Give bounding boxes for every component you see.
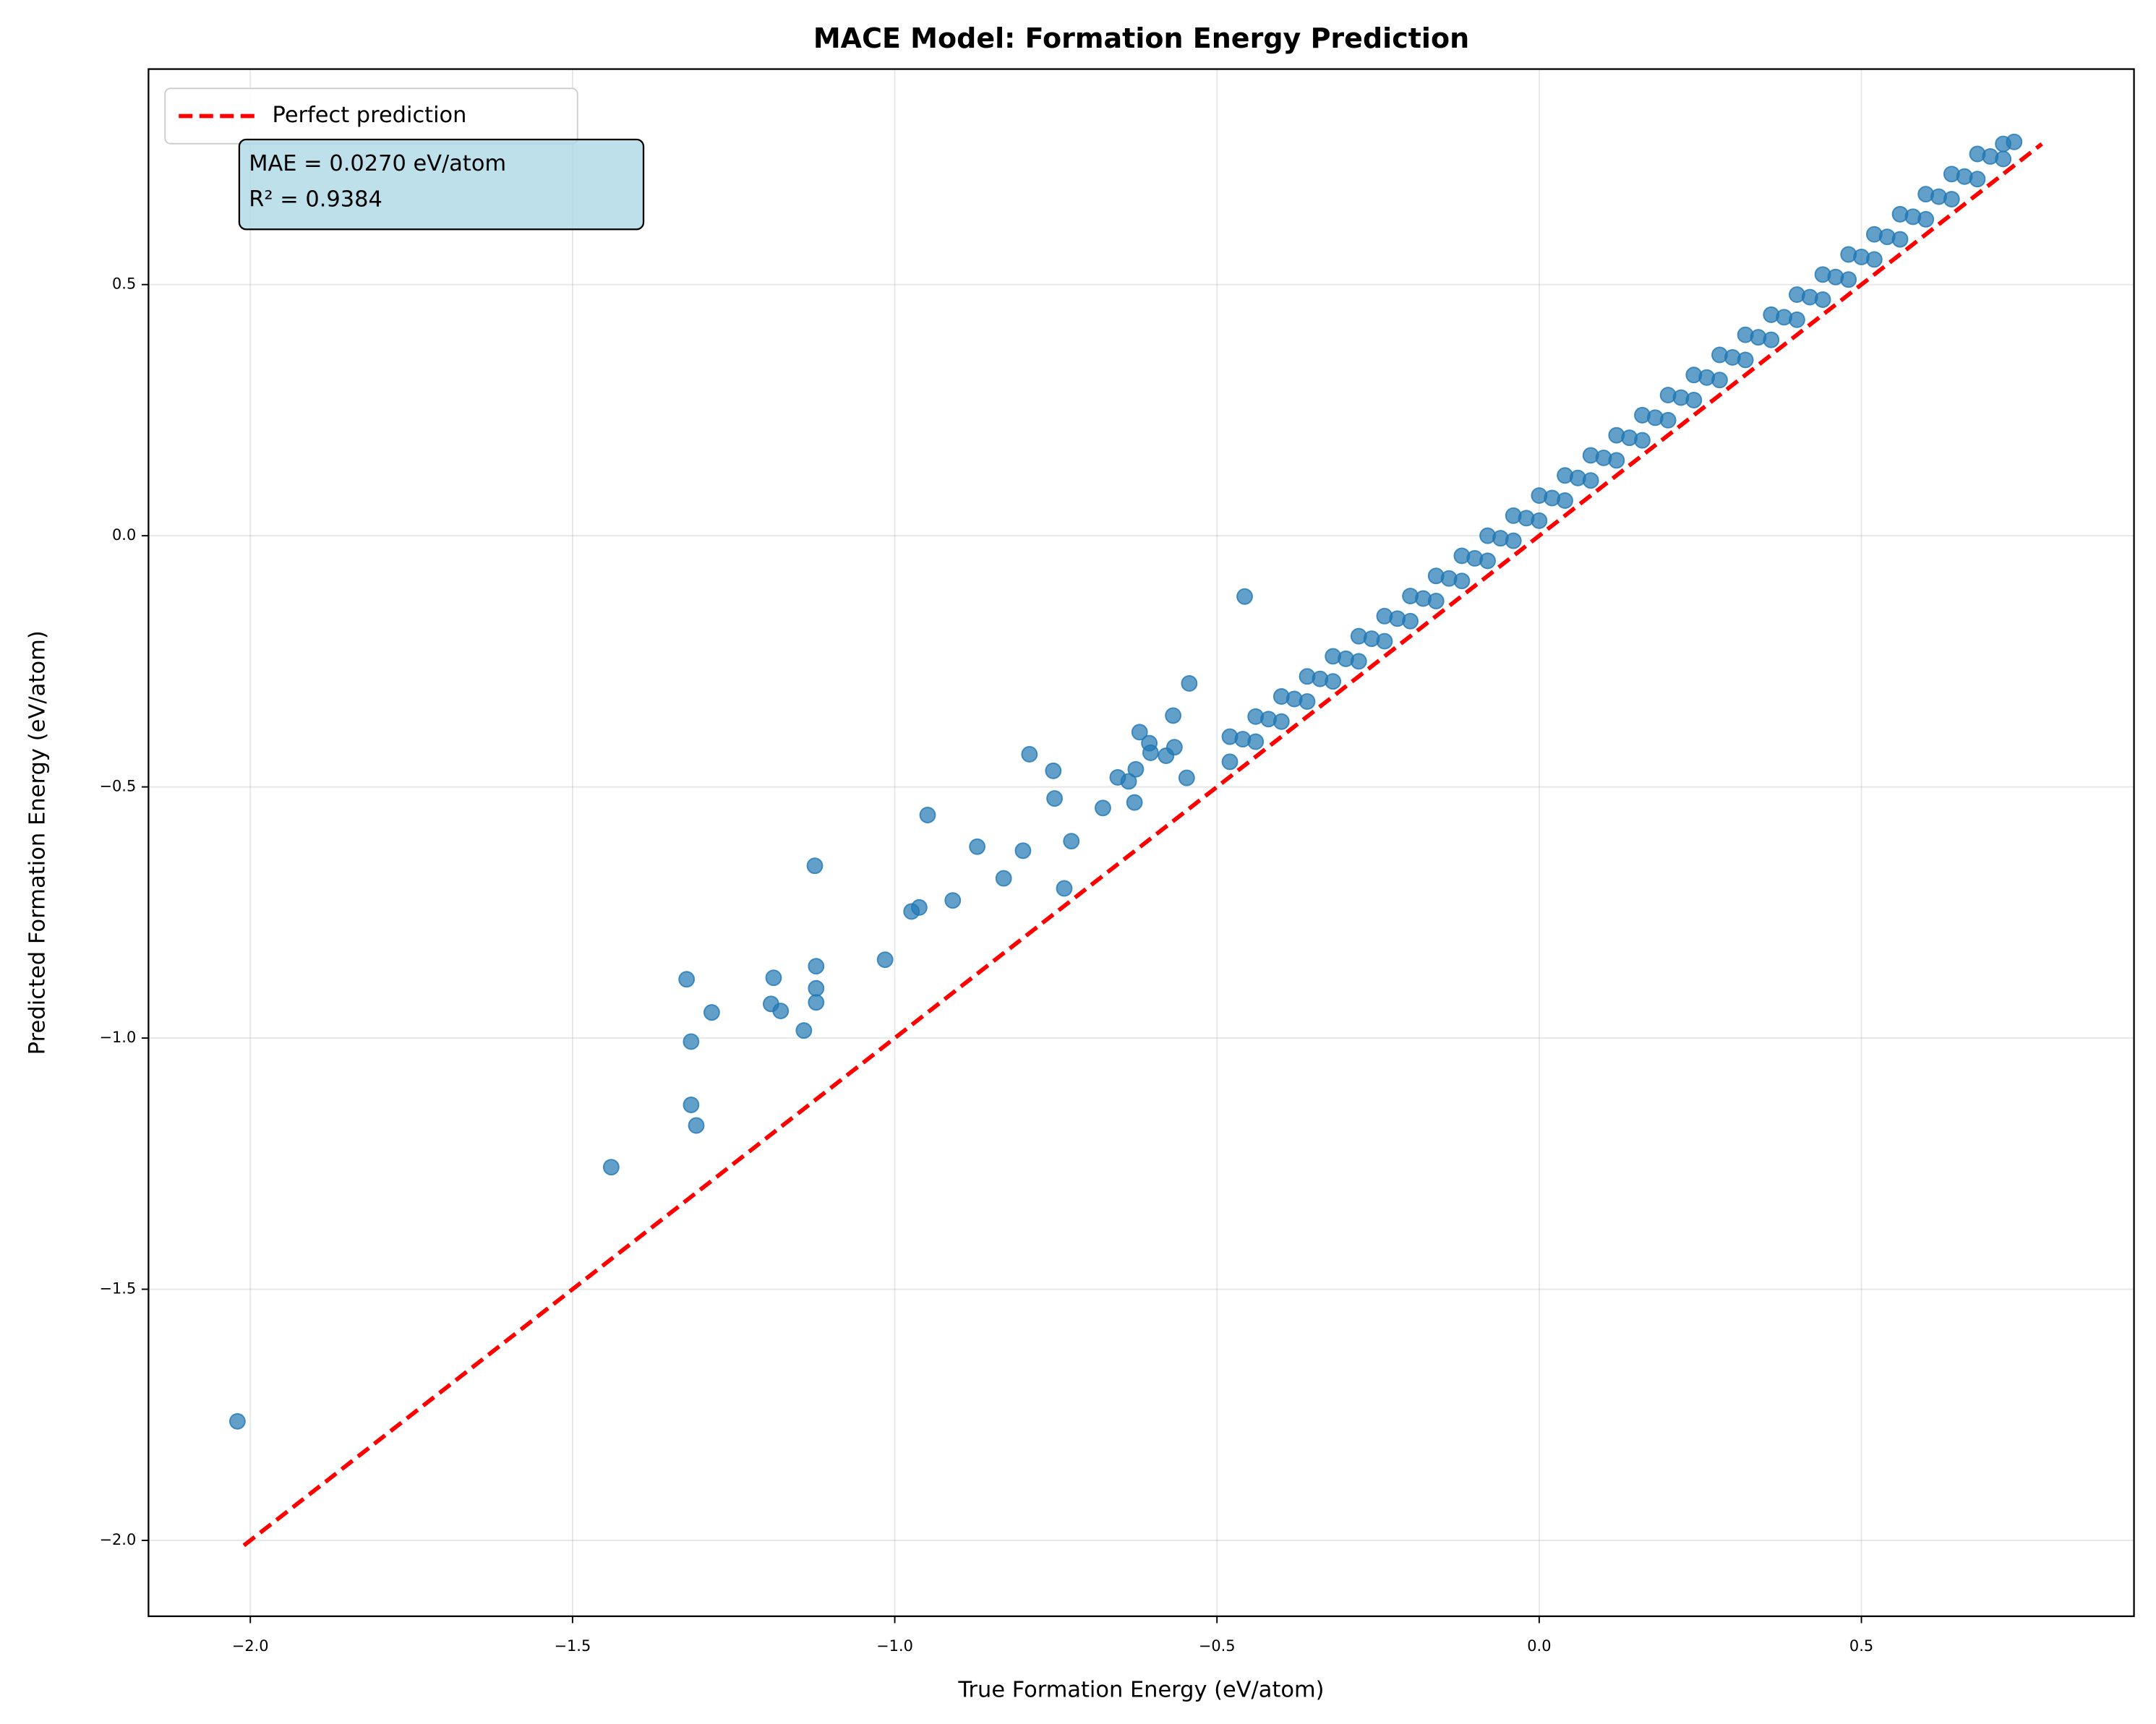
x-tick-label: −2.0 (232, 1637, 269, 1655)
scatter-point (808, 979, 825, 997)
scatter-point (808, 958, 825, 975)
scatter-point (1827, 268, 1844, 286)
scatter-point (1312, 670, 1329, 687)
scatter-point (1995, 135, 2012, 153)
scatter-point (765, 969, 782, 987)
chart-title: MACE Model: Formation Energy Prediction (813, 22, 1469, 54)
y-axis-label: Predicted Formation Energy (eV/atom) (25, 630, 51, 1055)
annotation-box (238, 138, 645, 231)
scatter-point (1982, 148, 1999, 165)
y-tick-label: −1.0 (99, 1029, 136, 1046)
x-tick-label: 0.5 (1849, 1637, 1873, 1655)
scatter-point (1750, 329, 1767, 346)
scatter-point (1698, 369, 1716, 386)
scatter-point (1621, 429, 1638, 447)
scatter-point (772, 1003, 790, 1020)
y-tick-label: 0.0 (112, 526, 136, 544)
scatter-point (1466, 549, 1484, 567)
scatter-point (688, 1117, 705, 1134)
scatter-point (1646, 409, 1664, 426)
scatter-point (1063, 833, 1080, 850)
y-tick-label: −1.5 (99, 1280, 136, 1298)
scatter-point (911, 899, 928, 916)
scatter-point (1127, 760, 1145, 778)
x-tick-label: −0.5 (1199, 1637, 1236, 1655)
scatter-point (1492, 530, 1509, 547)
scatter-point (1260, 711, 1277, 728)
scatter-point (1126, 794, 1143, 811)
scatter-point (1181, 674, 1198, 692)
scatter-point (678, 971, 696, 988)
scatter-point (1286, 690, 1303, 708)
scatter-point (876, 951, 894, 969)
scatter-point (969, 838, 986, 855)
scatter-point (808, 994, 825, 1011)
scatter-point (1956, 168, 1973, 185)
scatter-point (1045, 762, 1062, 779)
scatter-point (806, 857, 824, 875)
scatter-point (683, 1033, 700, 1050)
scatter-point (1776, 309, 1792, 326)
scatter-point (1801, 288, 1818, 306)
scatter-point (1569, 469, 1586, 486)
scatter-point (1056, 880, 1073, 897)
scatter-point (1165, 707, 1182, 724)
scatter-point (1165, 739, 1183, 756)
scatter-point (1178, 769, 1195, 786)
y-tick-label: 0.5 (112, 275, 136, 293)
scatter-point (1363, 630, 1380, 648)
scatter-point (1221, 753, 1239, 771)
scatter-point (683, 1097, 700, 1113)
scatter-point (919, 807, 936, 823)
scatter-point (1415, 590, 1432, 607)
y-tick-label: −2.0 (99, 1531, 136, 1548)
scatter-point (944, 892, 962, 909)
scatter-point (1853, 248, 1870, 265)
scatter-point (1904, 208, 1922, 226)
reference-line (242, 142, 2043, 1548)
scatter-point (1930, 188, 1947, 205)
scatter-point (1142, 744, 1159, 761)
y-tick-label: −0.5 (99, 778, 136, 795)
scatter-point (1046, 790, 1064, 807)
scatter-point (1234, 731, 1252, 748)
scatter-point (1440, 570, 1458, 587)
plot-frame (147, 68, 2135, 1618)
x-axis-label: True Formation Energy (eV/atom) (957, 1678, 1324, 1703)
scatter-point (1518, 510, 1535, 527)
scatter-point (1236, 588, 1253, 605)
legend-label: Perfect prediction (273, 103, 467, 128)
scatter-point (1014, 842, 1032, 859)
scatter-point (1338, 650, 1354, 667)
annotation-text: R² = 0.9384 (249, 187, 382, 213)
scatter-point (1544, 489, 1561, 507)
scatter-point (995, 870, 1012, 887)
scatter-point (703, 1004, 720, 1021)
scatter-point (1021, 745, 1038, 763)
scatter-point (228, 1412, 246, 1430)
scatter-point (1672, 389, 1690, 406)
scatter-point (1878, 228, 1896, 246)
scatter-point (1120, 773, 1137, 790)
x-tick-label: −1.0 (876, 1637, 913, 1655)
scatter-point (602, 1159, 620, 1176)
annotation-text: MAE = 0.0270 eV/atom (249, 151, 506, 176)
scatter-point (795, 1022, 813, 1039)
scatter-point (1131, 724, 1148, 741)
scatter-point (1095, 799, 1111, 817)
scatter-point (1595, 449, 1612, 466)
scatter-point (1724, 348, 1741, 366)
scatter-point (1389, 610, 1406, 627)
x-tick-label: −1.5 (554, 1637, 591, 1655)
x-tick-label: 0.0 (1527, 1637, 1551, 1655)
